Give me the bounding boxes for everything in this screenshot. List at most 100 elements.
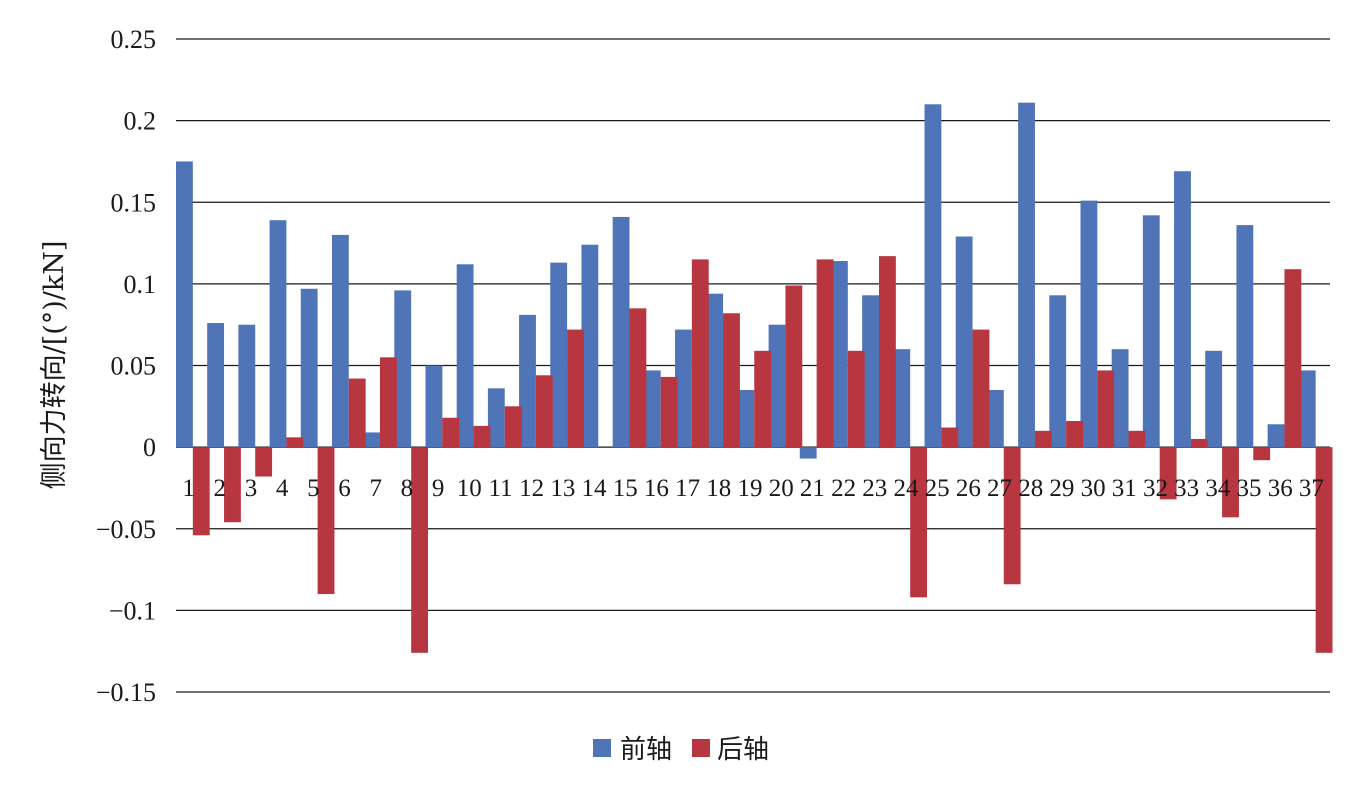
y-tick-label: −0.15 (96, 678, 156, 707)
category-label: 36 (1268, 475, 1293, 502)
front-axle-bar (269, 220, 287, 448)
rear-axle-bar (504, 406, 522, 448)
category-label: 22 (831, 475, 856, 502)
rear-axle-bar (535, 375, 553, 448)
y-tick-label: 0.1 (124, 270, 157, 299)
front-axle-bar (1205, 350, 1223, 448)
category-label: 11 (488, 475, 512, 502)
rear-axle-bar (224, 447, 241, 523)
category-label: 18 (706, 475, 731, 502)
category-label: 35 (1237, 475, 1262, 502)
front-axle-bar (768, 324, 786, 448)
rear-axle-bar (691, 259, 709, 448)
rear-axle-bar (879, 256, 896, 448)
legend-label: 前轴 (620, 735, 672, 765)
front-axle-bar (300, 288, 318, 448)
rear-axle-bar (411, 447, 429, 653)
category-label: 25 (925, 475, 950, 502)
rear-axle-bar (348, 378, 366, 448)
category-label: 30 (1081, 475, 1106, 502)
front-axle-bar (737, 389, 755, 448)
front-axle-bar (1111, 349, 1129, 448)
category-labels: 1 2 3 4 5 6 7 8 9 10 11 12 13 14 15 16 17 18 19 20 21 22 23 24 2… (182, 475, 1324, 502)
legend-label: 后轴 (717, 735, 769, 765)
rear-axle-bar (317, 447, 335, 595)
front-axle-bar (176, 161, 193, 448)
category-label: 15 (613, 475, 638, 502)
rear-axle-bar (785, 285, 803, 448)
y-tick-label: 0.25 (111, 25, 157, 54)
front-axle-bar (924, 104, 942, 448)
bars (176, 102, 1333, 653)
category-label: 9 (432, 475, 445, 502)
rear-axle-bar (473, 425, 491, 448)
category-label: 33 (1174, 475, 1199, 502)
rear-axle-bar (723, 313, 740, 448)
rear-axle-bar (286, 437, 304, 448)
front-axle-bar (612, 216, 630, 448)
category-label: 14 (582, 475, 608, 502)
rear-axle-bar (629, 308, 647, 448)
category-label: 29 (1049, 475, 1074, 502)
category-label: 1 (182, 475, 195, 502)
front-axle-bar (519, 314, 536, 448)
front-axle-bar (955, 236, 973, 448)
front-axle-bar (425, 365, 443, 448)
rear-axle-bar (192, 447, 210, 536)
legend-swatch (692, 739, 710, 757)
front-axle-bar (799, 447, 817, 459)
y-tick-label: −0.05 (96, 515, 156, 544)
front-axle-bar (363, 432, 380, 448)
legend-swatch (593, 739, 611, 757)
front-axle-bar (893, 349, 911, 448)
rear-axle-bar (847, 350, 865, 448)
y-axis-label: 侧向力转向/[(°)/kN] (39, 241, 70, 490)
rear-axle-bar (1066, 421, 1083, 448)
legend: 前轴 后轴 (593, 735, 769, 765)
front-axle-bar (331, 234, 349, 448)
y-tick-label: 0.05 (111, 352, 157, 381)
front-axle-bar (1174, 171, 1191, 448)
category-label: 8 (401, 475, 414, 502)
front-axle-bar (1080, 200, 1098, 448)
rear-axle-bar (660, 376, 678, 448)
front-axle-bar (550, 262, 568, 448)
rear-axle-bar (1190, 438, 1208, 448)
front-axle-bar (1049, 295, 1067, 448)
rear-axle-bar (972, 329, 990, 448)
front-axle-bar (862, 295, 879, 448)
rear-axle-bar (255, 447, 273, 477)
y-tick-labels: 0.25 0.2 0.15 0.1 0.05 0 −0.05 −0.1 −0.15 (96, 25, 156, 707)
category-label: 7 (369, 475, 382, 502)
rear-axle-bar (379, 357, 397, 448)
front-axle-bar (1236, 225, 1254, 448)
category-label: 28 (1018, 475, 1043, 502)
front-axle-bar (394, 290, 412, 448)
category-label: 20 (769, 475, 794, 502)
front-axle-bar (643, 370, 661, 448)
category-label: 23 (862, 475, 887, 502)
category-label: 10 (457, 475, 482, 502)
rear-axle-bar (1159, 447, 1177, 500)
rear-axle-bar (754, 350, 772, 448)
category-label: 34 (1205, 475, 1231, 502)
front-axle-bar (1267, 424, 1285, 448)
rear-axle-bar (1128, 430, 1146, 448)
category-label: 4 (276, 475, 289, 502)
front-axle-bar (830, 261, 848, 448)
y-tick-label: 0.2 (124, 107, 157, 136)
category-label: 27 (987, 475, 1012, 502)
front-axle-bar (675, 329, 692, 448)
rear-axle-bar (567, 329, 584, 448)
front-axle-bar (986, 389, 1004, 448)
y-tick-label: 0 (143, 433, 156, 462)
category-label: 12 (519, 475, 544, 502)
rear-axle-bar (1034, 430, 1052, 448)
rear-axle-bar (1253, 447, 1271, 461)
front-axle-bar (238, 324, 256, 448)
rear-axle-bar (1097, 370, 1115, 448)
category-label: 5 (307, 475, 320, 502)
rear-axle-bar (1284, 269, 1302, 448)
front-axle-bar (456, 264, 474, 448)
